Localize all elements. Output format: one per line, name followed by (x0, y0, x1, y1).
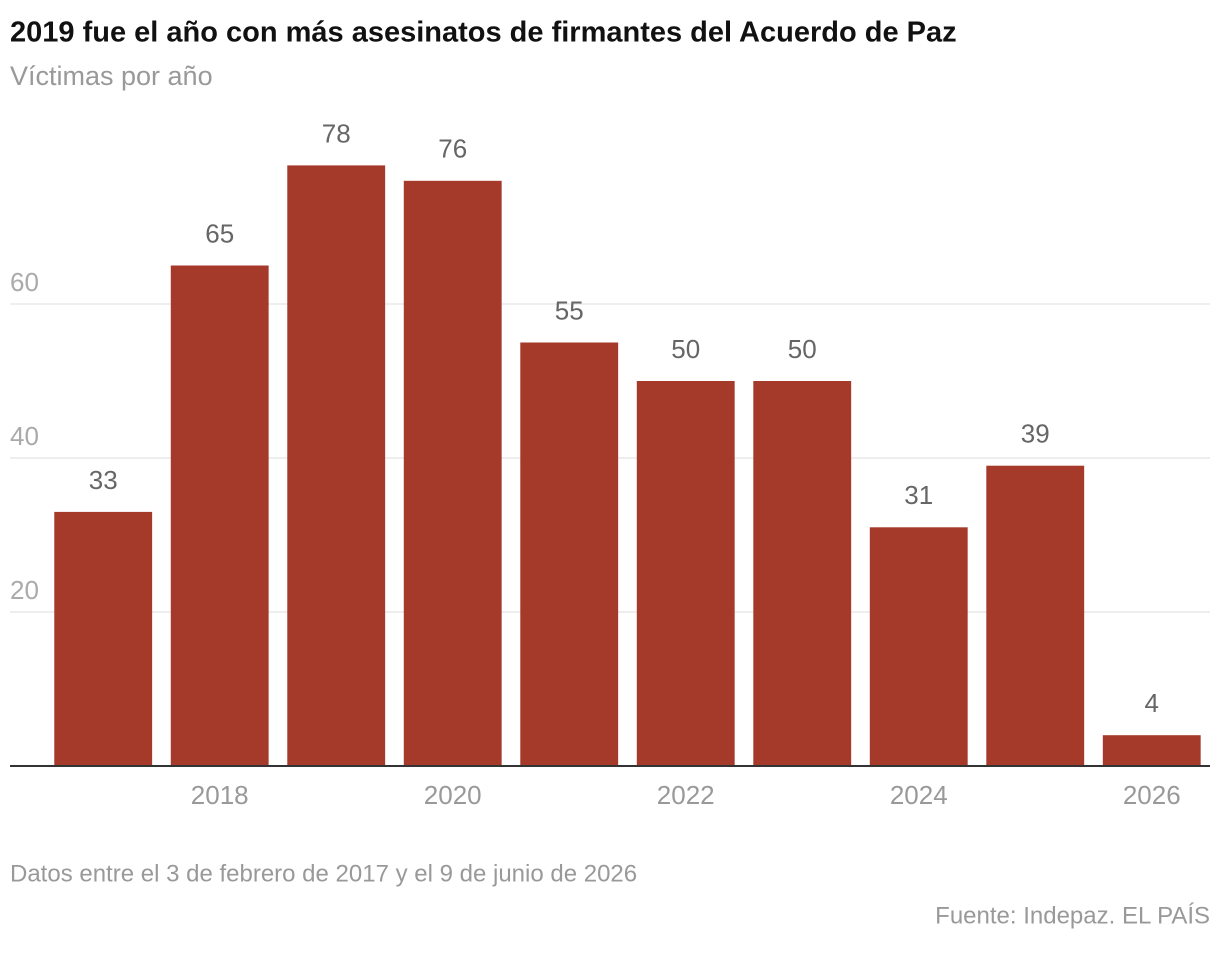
value-label: 65 (205, 218, 234, 248)
value-label: 50 (671, 334, 700, 364)
value-label: 50 (788, 334, 817, 364)
value-label: 33 (89, 465, 118, 495)
x-tick-label: 2024 (890, 780, 948, 810)
value-label: 31 (904, 480, 933, 510)
bar (170, 265, 269, 766)
bar (54, 511, 153, 766)
x-tick-label: 2022 (657, 780, 715, 810)
source: Fuente: Indepaz. EL PAÍS (935, 902, 1210, 929)
value-label: 76 (438, 134, 467, 164)
bar (520, 342, 619, 766)
bar (986, 465, 1085, 766)
chart-subtitle: Víctimas por año (10, 61, 213, 91)
y-tick-label: 60 (10, 267, 39, 297)
x-tick-label: 2026 (1123, 780, 1181, 810)
value-label: 4 (1145, 688, 1159, 718)
x-tick-label: 2018 (191, 780, 249, 810)
value-label: 55 (555, 295, 584, 325)
note: Datos entre el 3 de febrero de 2017 y el… (10, 860, 637, 887)
x-tick-label: 2020 (424, 780, 482, 810)
bar (636, 381, 735, 766)
value-label: 39 (1021, 419, 1050, 449)
bar (403, 180, 502, 767)
chart-title: 2019 fue el año con más asesinatos de fi… (10, 17, 957, 49)
value-label: 78 (322, 118, 351, 148)
bar (869, 527, 968, 766)
bar (753, 381, 852, 766)
y-tick-label: 20 (10, 575, 39, 605)
y-tick-label: 40 (10, 421, 39, 451)
bar (287, 165, 386, 766)
bar (1102, 735, 1201, 766)
